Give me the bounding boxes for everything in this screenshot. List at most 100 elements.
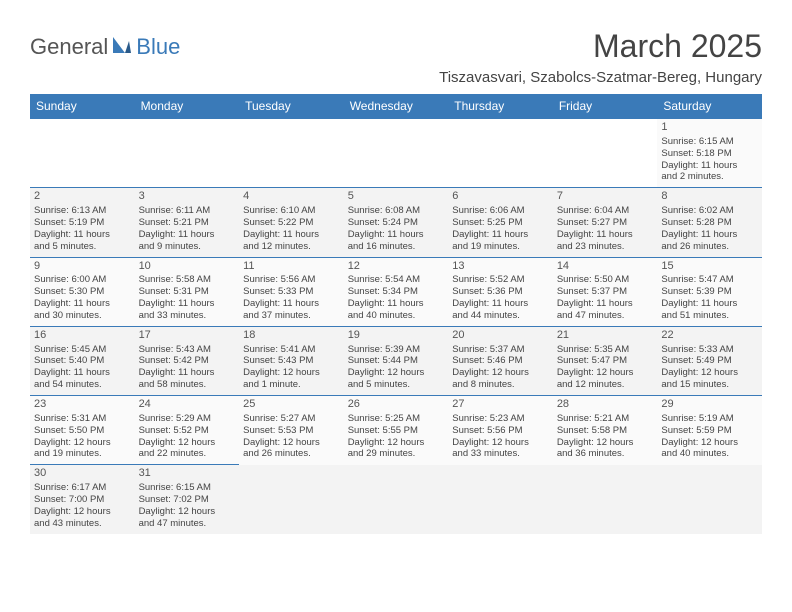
day-number: 25	[243, 398, 340, 412]
sunset-text: Sunset: 5:18 PM	[661, 148, 758, 160]
day-cell: 22Sunrise: 5:33 AMSunset: 5:49 PMDayligh…	[657, 326, 762, 395]
weekday-header: Sunday	[30, 94, 135, 119]
sunrise-text: Sunrise: 6:02 AM	[661, 205, 758, 217]
sunset-text: Sunset: 7:00 PM	[34, 494, 131, 506]
empty-cell	[344, 465, 449, 534]
day-number: 1	[661, 121, 758, 135]
sunset-text: Sunset: 5:50 PM	[34, 425, 131, 437]
daylight2-text: and 37 minutes.	[243, 310, 340, 322]
sunset-text: Sunset: 5:40 PM	[34, 355, 131, 367]
daylight1-text: Daylight: 12 hours	[34, 437, 131, 449]
day-cell: 28Sunrise: 5:21 AMSunset: 5:58 PMDayligh…	[553, 396, 658, 465]
day-cell: 23Sunrise: 5:31 AMSunset: 5:50 PMDayligh…	[30, 396, 135, 465]
daylight2-text: and 58 minutes.	[139, 379, 236, 391]
day-number: 17	[139, 329, 236, 343]
day-cell: 3Sunrise: 6:11 AMSunset: 5:21 PMDaylight…	[135, 188, 240, 257]
sunrise-text: Sunrise: 5:58 AM	[139, 274, 236, 286]
daylight1-text: Daylight: 11 hours	[348, 229, 445, 241]
sunset-text: Sunset: 5:24 PM	[348, 217, 445, 229]
sunset-text: Sunset: 7:02 PM	[139, 494, 236, 506]
sunrise-text: Sunrise: 5:50 AM	[557, 274, 654, 286]
day-cell: 26Sunrise: 5:25 AMSunset: 5:55 PMDayligh…	[344, 396, 449, 465]
day-number: 18	[243, 329, 340, 343]
day-cell: 24Sunrise: 5:29 AMSunset: 5:52 PMDayligh…	[135, 396, 240, 465]
daylight1-text: Daylight: 12 hours	[243, 367, 340, 379]
weekday-header: Wednesday	[344, 94, 449, 119]
daylight1-text: Daylight: 11 hours	[139, 229, 236, 241]
day-cell: 18Sunrise: 5:41 AMSunset: 5:43 PMDayligh…	[239, 326, 344, 395]
sunrise-text: Sunrise: 5:25 AM	[348, 413, 445, 425]
day-number: 10	[139, 260, 236, 274]
weekday-header: Tuesday	[239, 94, 344, 119]
daylight1-text: Daylight: 12 hours	[557, 367, 654, 379]
daylight2-text: and 15 minutes.	[661, 379, 758, 391]
daylight2-text: and 19 minutes.	[452, 241, 549, 253]
daylight1-text: Daylight: 11 hours	[348, 298, 445, 310]
day-number: 5	[348, 190, 445, 204]
daylight1-text: Daylight: 11 hours	[661, 229, 758, 241]
sunrise-text: Sunrise: 5:29 AM	[139, 413, 236, 425]
sunset-text: Sunset: 5:22 PM	[243, 217, 340, 229]
day-number: 19	[348, 329, 445, 343]
day-cell: 9Sunrise: 6:00 AMSunset: 5:30 PMDaylight…	[30, 257, 135, 326]
daylight1-text: Daylight: 11 hours	[661, 160, 758, 172]
sunrise-text: Sunrise: 6:06 AM	[452, 205, 549, 217]
sunrise-text: Sunrise: 6:11 AM	[139, 205, 236, 217]
day-number: 15	[661, 260, 758, 274]
calendar-table: SundayMondayTuesdayWednesdayThursdayFrid…	[30, 94, 762, 534]
daylight2-text: and 36 minutes.	[557, 448, 654, 460]
day-cell: 4Sunrise: 6:10 AMSunset: 5:22 PMDaylight…	[239, 188, 344, 257]
day-number: 13	[452, 260, 549, 274]
daylight1-text: Daylight: 11 hours	[661, 298, 758, 310]
daylight1-text: Daylight: 12 hours	[34, 506, 131, 518]
logo: General Blue	[30, 34, 180, 60]
sunrise-text: Sunrise: 5:45 AM	[34, 344, 131, 356]
daylight2-text: and 9 minutes.	[139, 241, 236, 253]
day-number: 29	[661, 398, 758, 412]
daylight1-text: Daylight: 12 hours	[661, 367, 758, 379]
daylight1-text: Daylight: 11 hours	[557, 298, 654, 310]
day-cell: 21Sunrise: 5:35 AMSunset: 5:47 PMDayligh…	[553, 326, 658, 395]
day-cell: 8Sunrise: 6:02 AMSunset: 5:28 PMDaylight…	[657, 188, 762, 257]
sunset-text: Sunset: 5:42 PM	[139, 355, 236, 367]
calendar-row: 30Sunrise: 6:17 AMSunset: 7:00 PMDayligh…	[30, 465, 762, 534]
sunrise-text: Sunrise: 6:15 AM	[139, 482, 236, 494]
daylight2-text: and 1 minute.	[243, 379, 340, 391]
sunset-text: Sunset: 5:46 PM	[452, 355, 549, 367]
weekday-header: Monday	[135, 94, 240, 119]
day-cell: 6Sunrise: 6:06 AMSunset: 5:25 PMDaylight…	[448, 188, 553, 257]
day-cell: 10Sunrise: 5:58 AMSunset: 5:31 PMDayligh…	[135, 257, 240, 326]
sunset-text: Sunset: 5:27 PM	[557, 217, 654, 229]
sunrise-text: Sunrise: 6:00 AM	[34, 274, 131, 286]
sunrise-text: Sunrise: 5:39 AM	[348, 344, 445, 356]
header: General Blue March 2025	[30, 28, 762, 65]
sunset-text: Sunset: 5:58 PM	[557, 425, 654, 437]
sunset-text: Sunset: 5:28 PM	[661, 217, 758, 229]
daylight1-text: Daylight: 11 hours	[243, 229, 340, 241]
day-number: 27	[452, 398, 549, 412]
empty-cell	[344, 119, 449, 188]
daylight1-text: Daylight: 11 hours	[139, 298, 236, 310]
sunrise-text: Sunrise: 5:33 AM	[661, 344, 758, 356]
day-cell: 7Sunrise: 6:04 AMSunset: 5:27 PMDaylight…	[553, 188, 658, 257]
daylight2-text: and 43 minutes.	[34, 518, 131, 530]
daylight2-text: and 33 minutes.	[452, 448, 549, 460]
sunrise-text: Sunrise: 5:35 AM	[557, 344, 654, 356]
daylight2-text: and 30 minutes.	[34, 310, 131, 322]
day-cell: 15Sunrise: 5:47 AMSunset: 5:39 PMDayligh…	[657, 257, 762, 326]
daylight1-text: Daylight: 11 hours	[557, 229, 654, 241]
weekday-header: Friday	[553, 94, 658, 119]
daylight2-text: and 44 minutes.	[452, 310, 549, 322]
sunset-text: Sunset: 5:33 PM	[243, 286, 340, 298]
sunset-text: Sunset: 5:47 PM	[557, 355, 654, 367]
day-number: 2	[34, 190, 131, 204]
sunrise-text: Sunrise: 5:19 AM	[661, 413, 758, 425]
sunset-text: Sunset: 5:53 PM	[243, 425, 340, 437]
daylight1-text: Daylight: 12 hours	[139, 437, 236, 449]
daylight2-text: and 2 minutes.	[661, 171, 758, 183]
day-cell: 13Sunrise: 5:52 AMSunset: 5:36 PMDayligh…	[448, 257, 553, 326]
daylight2-text: and 12 minutes.	[557, 379, 654, 391]
sunset-text: Sunset: 5:39 PM	[661, 286, 758, 298]
day-cell: 19Sunrise: 5:39 AMSunset: 5:44 PMDayligh…	[344, 326, 449, 395]
empty-cell	[135, 119, 240, 188]
